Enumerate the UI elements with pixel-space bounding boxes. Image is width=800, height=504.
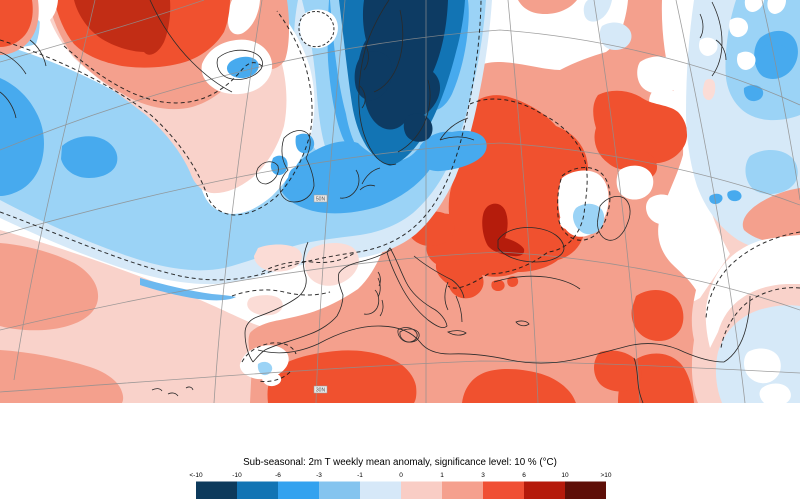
svg-text:0: 0 — [399, 472, 403, 479]
svg-text:-1: -1 — [357, 472, 363, 479]
svg-text:Sub-seasonal: 2m T weekly mean: Sub-seasonal: 2m T weekly mean anomaly, … — [243, 457, 557, 468]
svg-text:10: 10 — [561, 472, 569, 479]
svg-text:-10: -10 — [232, 472, 242, 479]
svg-text:1: 1 — [440, 472, 444, 479]
svg-text:>10: >10 — [600, 472, 611, 479]
svg-text:6: 6 — [522, 472, 526, 479]
svg-text:30N: 30N — [316, 388, 326, 394]
svg-text:3: 3 — [481, 472, 485, 479]
svg-text:50N: 50N — [316, 197, 326, 203]
svg-text:-6: -6 — [275, 472, 281, 479]
svg-text:-3: -3 — [316, 472, 322, 479]
svg-text:<-10: <-10 — [189, 472, 203, 479]
